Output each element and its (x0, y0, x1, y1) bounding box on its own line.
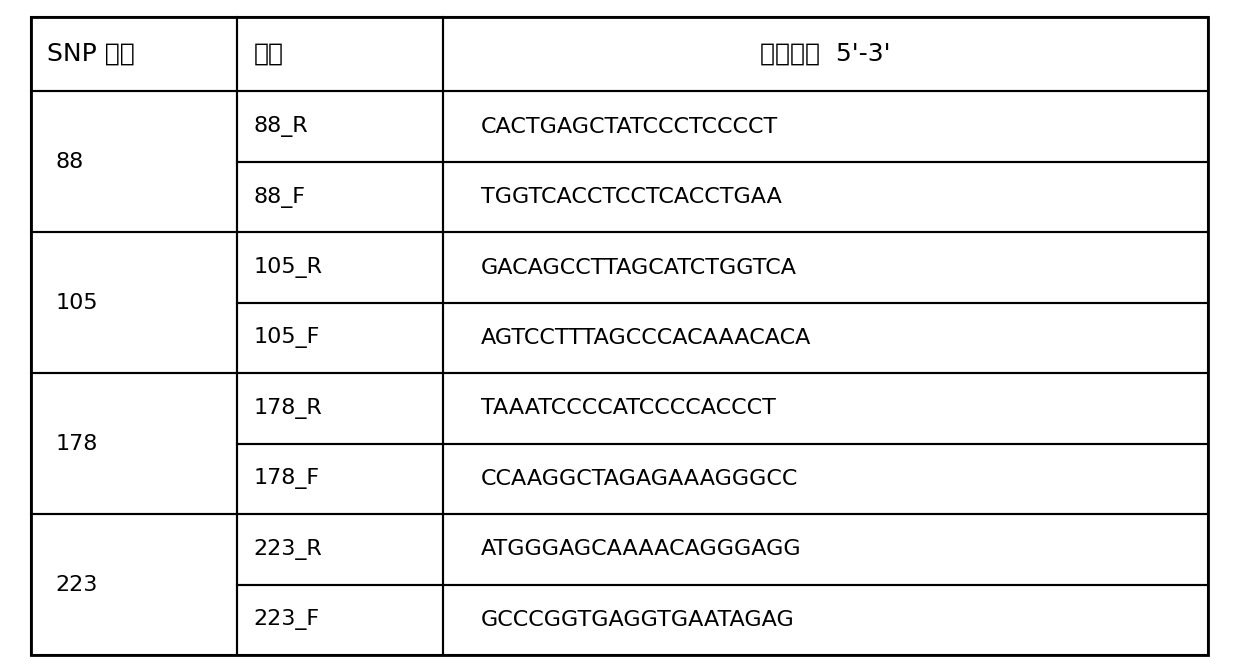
Bar (31, 514, 237, 655)
Text: 223: 223 (56, 575, 98, 595)
Bar (442, 444, 1208, 514)
Text: GACAGCCTTAGCATCTGGTCA: GACAGCCTTAGCATCTGGTCA (481, 257, 797, 278)
Bar (442, 585, 1208, 655)
Bar (237, 373, 442, 444)
Text: CACTGAGCTATCCCTCCCCT: CACTGAGCTATCCCTCCCCT (481, 116, 778, 136)
Text: 105_F: 105_F (254, 327, 320, 349)
Bar (237, 162, 442, 233)
Text: 178: 178 (56, 433, 98, 454)
Bar (442, 233, 1208, 303)
Text: AGTCCTTTAGCCCACAAACACA: AGTCCTTTAGCCCACAAACACA (481, 328, 812, 348)
Bar (237, 585, 442, 655)
Text: 88: 88 (56, 152, 84, 172)
Bar (442, 17, 1208, 91)
Text: 105: 105 (56, 293, 98, 312)
Text: 223_R: 223_R (254, 539, 322, 560)
Bar (237, 17, 442, 91)
Text: 223_F: 223_F (254, 610, 320, 630)
Bar (442, 514, 1208, 585)
Text: 178_R: 178_R (254, 398, 322, 419)
Bar (31, 373, 237, 514)
Text: 引物: 引物 (254, 42, 284, 66)
Text: TGGTCACCTCCTCACCTGAA: TGGTCACCTCCTCACCTGAA (481, 187, 782, 207)
Text: ATGGGAGCAAAACAGGGAGG: ATGGGAGCAAAACAGGGAGG (481, 540, 802, 560)
Bar (237, 91, 442, 162)
Bar (237, 444, 442, 514)
Text: TAAATCCCCATCCCCACCCT: TAAATCCCCATCCCCACCCT (481, 398, 776, 419)
Bar (442, 373, 1208, 444)
Text: SNP 位点: SNP 位点 (47, 42, 135, 66)
Text: CCAAGGCTAGAGAAAGGGCC: CCAAGGCTAGAGAAAGGGCC (481, 469, 799, 489)
Text: GCCCGGTGAGGTGAATAGAG: GCCCGGTGAGGTGAATAGAG (481, 610, 795, 630)
Bar (237, 303, 442, 373)
Text: 引物序列  5'-3': 引物序列 5'-3' (761, 42, 891, 66)
Bar (237, 514, 442, 585)
Text: 88_F: 88_F (254, 187, 306, 208)
Bar (31, 17, 237, 91)
Text: 88_R: 88_R (254, 116, 309, 137)
Bar (442, 303, 1208, 373)
Bar (442, 91, 1208, 162)
Bar (31, 91, 237, 233)
Bar (31, 233, 237, 373)
Text: 105_R: 105_R (254, 257, 322, 278)
Bar (442, 162, 1208, 233)
Bar (237, 233, 442, 303)
Text: 178_F: 178_F (254, 468, 320, 489)
